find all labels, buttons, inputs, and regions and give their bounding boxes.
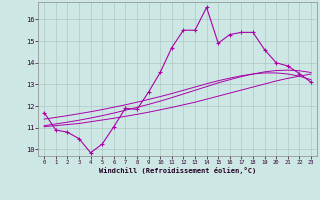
X-axis label: Windchill (Refroidissement éolien,°C): Windchill (Refroidissement éolien,°C) [99,167,256,174]
